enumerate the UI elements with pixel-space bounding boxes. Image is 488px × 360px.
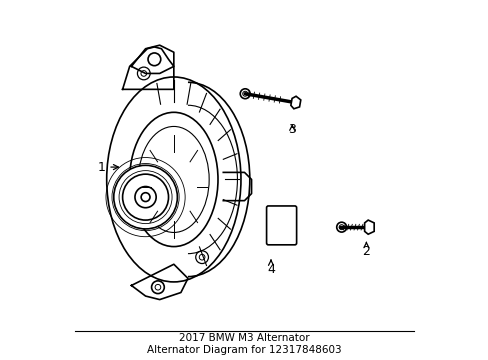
Circle shape bbox=[155, 284, 161, 290]
Circle shape bbox=[195, 251, 208, 264]
Circle shape bbox=[272, 213, 279, 220]
Text: 3: 3 bbox=[287, 123, 296, 136]
Ellipse shape bbox=[106, 77, 241, 282]
Ellipse shape bbox=[135, 186, 156, 208]
Polygon shape bbox=[290, 96, 300, 109]
Ellipse shape bbox=[129, 112, 218, 247]
Circle shape bbox=[242, 91, 247, 96]
Circle shape bbox=[336, 222, 346, 232]
Circle shape bbox=[240, 89, 250, 99]
Circle shape bbox=[122, 191, 127, 197]
Text: 2017 BMW M3 Alternator
Alternator Diagram for 12317848603: 2017 BMW M3 Alternator Alternator Diagra… bbox=[147, 333, 341, 355]
Circle shape bbox=[272, 227, 279, 234]
Circle shape bbox=[118, 187, 130, 200]
Circle shape bbox=[339, 225, 344, 230]
Text: 2: 2 bbox=[362, 242, 369, 258]
Circle shape bbox=[151, 281, 164, 294]
Ellipse shape bbox=[138, 126, 209, 233]
Ellipse shape bbox=[122, 174, 168, 220]
Polygon shape bbox=[364, 220, 373, 234]
Circle shape bbox=[141, 71, 146, 76]
Ellipse shape bbox=[141, 193, 150, 202]
Circle shape bbox=[283, 227, 290, 234]
Text: 4: 4 bbox=[266, 260, 274, 276]
Text: 1: 1 bbox=[97, 161, 118, 174]
Circle shape bbox=[283, 213, 290, 220]
Circle shape bbox=[148, 53, 161, 66]
FancyBboxPatch shape bbox=[266, 206, 296, 245]
Ellipse shape bbox=[114, 165, 177, 229]
Circle shape bbox=[199, 255, 204, 260]
Circle shape bbox=[137, 67, 150, 80]
